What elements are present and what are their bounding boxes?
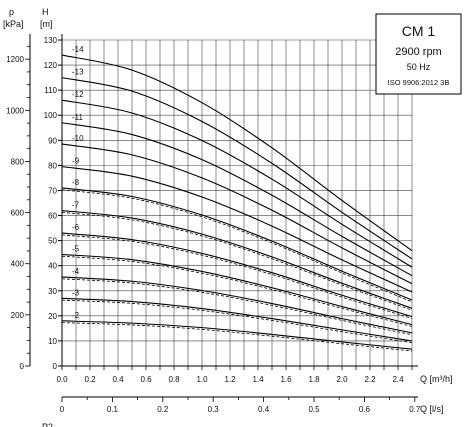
x-tick-label: 1.2	[224, 375, 236, 384]
curve-stage-5	[61, 253, 413, 326]
y-tick-label: 30	[48, 287, 57, 296]
y-tick-label: 40	[48, 262, 57, 271]
x2-tick-label: 0.3	[208, 405, 220, 414]
left-axis-tick-label: 600	[11, 209, 25, 218]
left-axis-symbol: p	[9, 7, 14, 17]
x-tick-label: 0.2	[84, 375, 96, 384]
curve-stage-6	[61, 232, 413, 318]
left-axis-tick-label: 400	[11, 260, 25, 269]
curve-stage-8	[61, 187, 413, 301]
x2-tick-label: 0	[60, 405, 65, 414]
y-tick-label: 130	[44, 36, 58, 45]
x2-tick-label: 0.5	[308, 405, 320, 414]
curve-stage-6-dashed	[61, 234, 413, 319]
left-axis-tick-label: 800	[11, 157, 25, 166]
stage-label-10: -10	[72, 134, 84, 143]
curve-stage-3-dashed	[61, 299, 413, 344]
curve-stage-2-dashed	[61, 322, 413, 352]
y-axis-symbol: H	[42, 7, 49, 17]
y-tick-label: 0	[53, 362, 58, 371]
x-tick-label: 1.0	[196, 375, 208, 384]
legend-box: CM 1 2900 rpm 50 Hz ISO 9906:2012 3B	[375, 13, 462, 95]
y-tick-label: 60	[48, 212, 57, 221]
curves	[61, 54, 413, 352]
stage-label-7: -7	[72, 201, 80, 210]
labels: 0 10 20 30 40 50 60 70 80 90 100 110 120 130 0 200 400 60…	[6, 36, 421, 414]
x-tick-label: 2.4	[392, 375, 404, 384]
x-tick-label: 2.0	[336, 375, 348, 384]
y-tick-label: 10	[48, 337, 57, 346]
x2-axis-label: Q [l/s]	[420, 404, 444, 414]
x2-tick-label: 0.1	[107, 405, 119, 414]
left-axis-tick-label: 0	[20, 362, 25, 371]
y-tick-label: 90	[48, 136, 57, 145]
y-tick-label: 20	[48, 312, 57, 321]
curve-stage-9	[61, 166, 413, 293]
curve-stage-4-dashed	[61, 278, 413, 336]
x-tick-label: 0.8	[168, 375, 180, 384]
stage-label-4: -4	[72, 267, 80, 276]
x2-tick-label: 0.6	[359, 405, 371, 414]
x-tick-label: 1.8	[308, 375, 320, 384]
legend-speed: 2900 rpm	[395, 46, 441, 58]
x-tick-label: 2.2	[364, 375, 376, 384]
stage-label-12: -12	[72, 90, 84, 99]
left-axis-unit: [kPa]	[3, 19, 24, 29]
legend-model: CM 1	[402, 23, 436, 39]
curve-stage-2	[61, 320, 413, 350]
stage-label-11: -11	[72, 113, 84, 122]
curve-stage-5-dashed	[61, 255, 413, 327]
x-tick-label: 0.6	[140, 375, 152, 384]
curve-stage-10	[61, 143, 413, 285]
y-tick-label: 50	[48, 237, 57, 246]
curve-stage-7	[61, 209, 413, 309]
legend-standard: ISO 9906:2012 3B	[388, 78, 450, 87]
curve-stage-3	[61, 297, 413, 342]
grid	[61, 39, 413, 367]
left-axis-tick-label: 1200	[6, 55, 24, 64]
stage-label-14: -14	[72, 45, 84, 54]
y-tick-label: 100	[44, 111, 58, 120]
x-tick-label: 0.4	[112, 375, 124, 384]
x-axis-label: Q [m³/h]	[420, 374, 453, 384]
y-axis-unit: [m]	[40, 19, 53, 29]
bottom-cut-label: P2	[42, 422, 53, 427]
x-tick-label: 1.4	[252, 375, 264, 384]
curve-stage-11	[61, 122, 413, 277]
x-tick-label: 0.0	[56, 375, 68, 384]
left-axis-tick-label: 200	[11, 311, 25, 320]
legend-frequency: 50 Hz	[407, 62, 431, 72]
curve-stage-4	[61, 276, 413, 334]
x2-tick-label: 0.7	[409, 405, 421, 414]
axes	[25, 34, 418, 402]
y-tick-label: 70	[48, 186, 57, 195]
y-tick-label: 120	[44, 61, 58, 70]
stage-label-2: -2	[72, 311, 80, 320]
x-tick-label: 1.6	[280, 375, 292, 384]
curve-stage-8-dashed	[61, 189, 413, 303]
y-tick-label: 80	[48, 161, 57, 170]
y-tick-label: 110	[44, 86, 57, 95]
x2-tick-label: 0.2	[157, 405, 169, 414]
curve-stage-14	[61, 54, 413, 252]
stage-label-3: -3	[72, 288, 80, 297]
stage-label-13: -13	[72, 68, 84, 77]
curve-stage-13	[61, 77, 413, 260]
x2-tick-label: 0.4	[258, 405, 270, 414]
stage-label-8: -8	[72, 178, 80, 187]
stage-label-6: -6	[72, 223, 80, 232]
curve-stage-12	[61, 99, 413, 268]
stage-label-9: -9	[72, 157, 80, 166]
left-axis-tick-label: 1000	[6, 106, 24, 115]
stage-label-5: -5	[72, 244, 80, 253]
